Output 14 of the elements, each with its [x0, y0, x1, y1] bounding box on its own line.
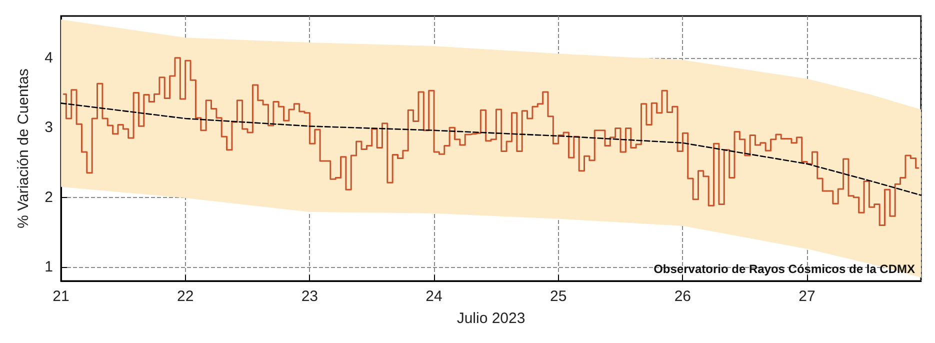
x-tick-label: 22 — [176, 288, 194, 305]
x-tick-label: 25 — [550, 288, 567, 305]
x-tick-label: 26 — [674, 288, 692, 305]
y-tick-label: 4 — [44, 49, 53, 66]
y-axis-title: % Variación de Cuentas — [15, 68, 32, 228]
y-tick-label: 1 — [44, 258, 53, 276]
x-axis-title: Julio 2023 — [456, 310, 526, 327]
y-tick-label: 2 — [44, 188, 53, 206]
x-tick-label: 24 — [426, 288, 442, 305]
y-tick-label: 3 — [44, 119, 53, 136]
x-tick-label: 21 — [52, 288, 70, 305]
x-tick-label: 23 — [301, 288, 318, 305]
annotation: Observatorio de Rayos Cósmicos de la CDMX — [654, 262, 916, 276]
x-tick-label: 27 — [798, 288, 816, 305]
